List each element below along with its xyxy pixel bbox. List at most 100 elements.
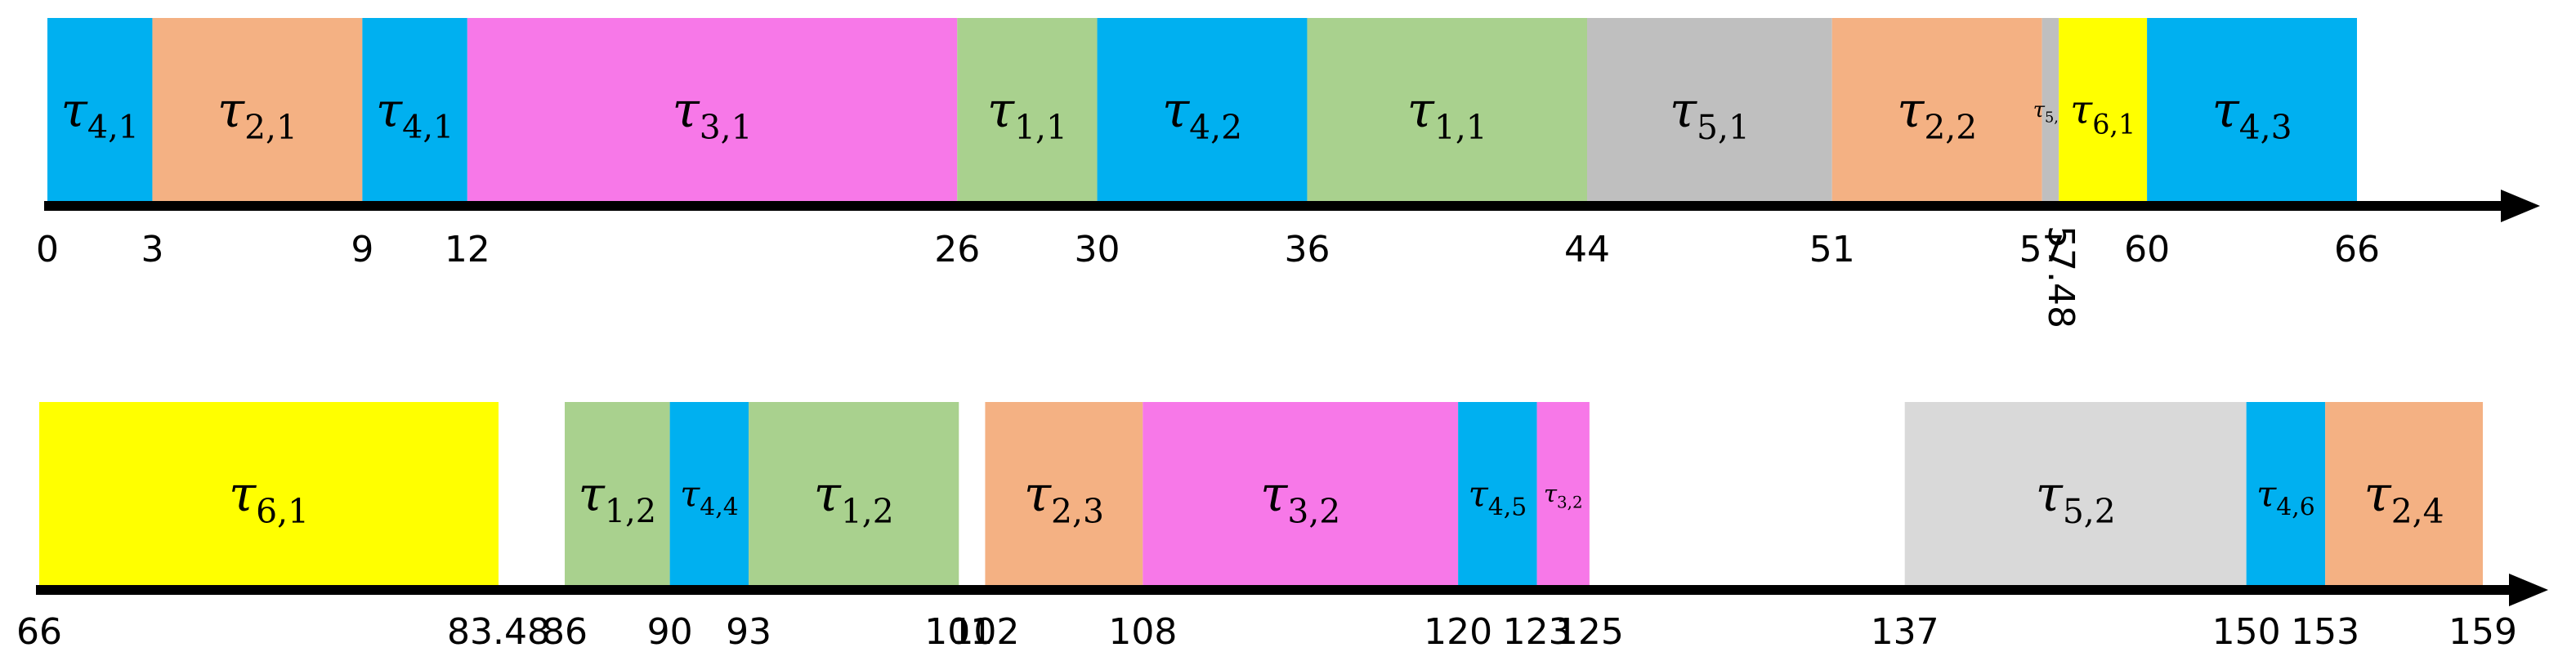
task-label: τ4,1 <box>376 82 454 146</box>
task-subscript: 2,1 <box>244 108 297 147</box>
task-bar <box>1143 402 1459 585</box>
x-tick-label: 57.48 <box>2040 226 2082 328</box>
task-bar <box>1587 18 1832 201</box>
x-tick-label: 36 <box>1284 229 1330 270</box>
task-bar <box>749 402 959 585</box>
task-subscript: 4,1 <box>87 109 139 146</box>
task-symbol: τ <box>1897 82 1925 139</box>
task-bar <box>1097 18 1308 201</box>
task-label: τ6,1 <box>229 466 309 531</box>
task-bar <box>152 18 363 201</box>
x-tick-label: 125 <box>1555 611 1624 653</box>
task-label: τ4,2 <box>1162 82 1242 147</box>
task-symbol: τ <box>1407 82 1435 139</box>
task-subscript: 1,1 <box>1014 108 1067 147</box>
task-symbol: τ <box>1469 473 1489 515</box>
task-bar <box>669 402 749 585</box>
task-bar <box>985 402 1143 585</box>
task-label: τ4,4 <box>680 473 739 521</box>
x-tick-label: 120 <box>1424 611 1492 653</box>
task-label: τ2,4 <box>2364 466 2444 531</box>
x-tick-label: 60 <box>2124 229 2170 270</box>
task-symbol: τ <box>1260 466 1288 523</box>
task-symbol: τ <box>2364 466 2392 523</box>
task-label: τ4,5 <box>1469 473 1527 521</box>
task-label: τ5,1 <box>1670 82 1750 147</box>
x-tick-label: 26 <box>934 229 980 270</box>
task-symbol: τ <box>2036 466 2064 523</box>
task-bar <box>362 18 467 201</box>
task-bar <box>1831 18 2042 201</box>
x-tick-label: 159 <box>2449 611 2517 653</box>
task-subscript: 4,6 <box>2276 493 2314 521</box>
task-subscript: 4,5 <box>1488 493 1527 521</box>
x-tick-label: 66 <box>16 611 62 653</box>
task-symbol: τ <box>1162 82 1190 139</box>
task-symbol: τ <box>680 473 700 515</box>
task-subscript: 2,3 <box>1051 492 1104 531</box>
task-subscript: 5,1 <box>1697 108 1750 147</box>
task-bar <box>2246 402 2326 585</box>
task-bar <box>2059 18 2148 201</box>
task-label: τ4,1 <box>61 82 139 146</box>
task-bar <box>565 402 670 585</box>
task-label: τ2,1 <box>217 82 297 147</box>
task-symbol: τ <box>229 466 257 523</box>
task-symbol: τ <box>61 82 89 137</box>
x-tick-label: 123 <box>1503 611 1572 653</box>
task-symbol: τ <box>376 82 404 137</box>
task-subscript: 1,2 <box>605 493 656 530</box>
task-bar <box>1307 18 1587 201</box>
x-tick-label: 86 <box>542 611 588 653</box>
task-symbol: τ <box>1024 466 1052 523</box>
task-subscript: 1,1 <box>1434 108 1487 147</box>
axis-arrow <box>2501 190 2540 222</box>
task-subscript: 1,2 <box>841 492 894 531</box>
x-tick-label: 51 <box>1809 229 1855 270</box>
x-tick-label: 3 <box>141 229 163 270</box>
x-tick-label: 150 <box>2212 611 2281 653</box>
axis-arrow <box>2509 574 2548 606</box>
x-tick-label: 9 <box>351 229 373 270</box>
task-subscript: 2,4 <box>2391 492 2444 531</box>
task-symbol: τ <box>2070 86 2093 133</box>
task-symbol: τ <box>2212 82 2239 139</box>
task-label: τ3,2 <box>1260 466 1340 531</box>
task-symbol: τ <box>1670 82 1697 139</box>
task-label: τ1,1 <box>987 82 1067 147</box>
task-bar <box>1458 402 1537 585</box>
task-bar <box>467 18 958 201</box>
task-bar <box>39 402 499 585</box>
task-bar <box>1536 402 1590 585</box>
task-symbol: τ <box>987 82 1015 139</box>
task-label: τ3,1 <box>672 82 752 147</box>
x-tick-label: 44 <box>1564 229 1610 270</box>
task-bar <box>47 18 153 201</box>
task-symbol: τ <box>814 466 842 523</box>
x-tick-label: 153 <box>2291 611 2359 653</box>
x-tick-label: 137 <box>1871 611 1939 653</box>
task-label: τ2,2 <box>1897 82 1977 147</box>
task-label: τ3,2 <box>1544 480 1583 511</box>
task-subscript: 6,1 <box>2092 108 2135 140</box>
x-tick-label: 101 <box>924 611 993 653</box>
task-bar <box>2147 18 2357 201</box>
task-bar <box>2325 402 2483 585</box>
task-label: τ5,2 <box>2036 466 2116 531</box>
task-label: τ4,3 <box>2212 82 2292 147</box>
task-bar <box>2042 18 2059 201</box>
task-symbol: τ <box>217 82 245 139</box>
task-label: τ1,2 <box>579 466 657 530</box>
task-bar <box>957 18 1098 201</box>
x-tick-label: 102 <box>950 611 1019 653</box>
x-tick-label: 30 <box>1075 229 1120 270</box>
task-subscript: 4,1 <box>402 109 454 146</box>
task-label: τ2,3 <box>1024 466 1104 531</box>
task-symbol: τ <box>1544 480 1558 507</box>
x-tick-label: 93 <box>726 611 771 653</box>
task-label: τ4,6 <box>2256 473 2315 521</box>
x-tick-label: 90 <box>647 611 693 653</box>
x-tick-label: 0 <box>36 229 59 270</box>
